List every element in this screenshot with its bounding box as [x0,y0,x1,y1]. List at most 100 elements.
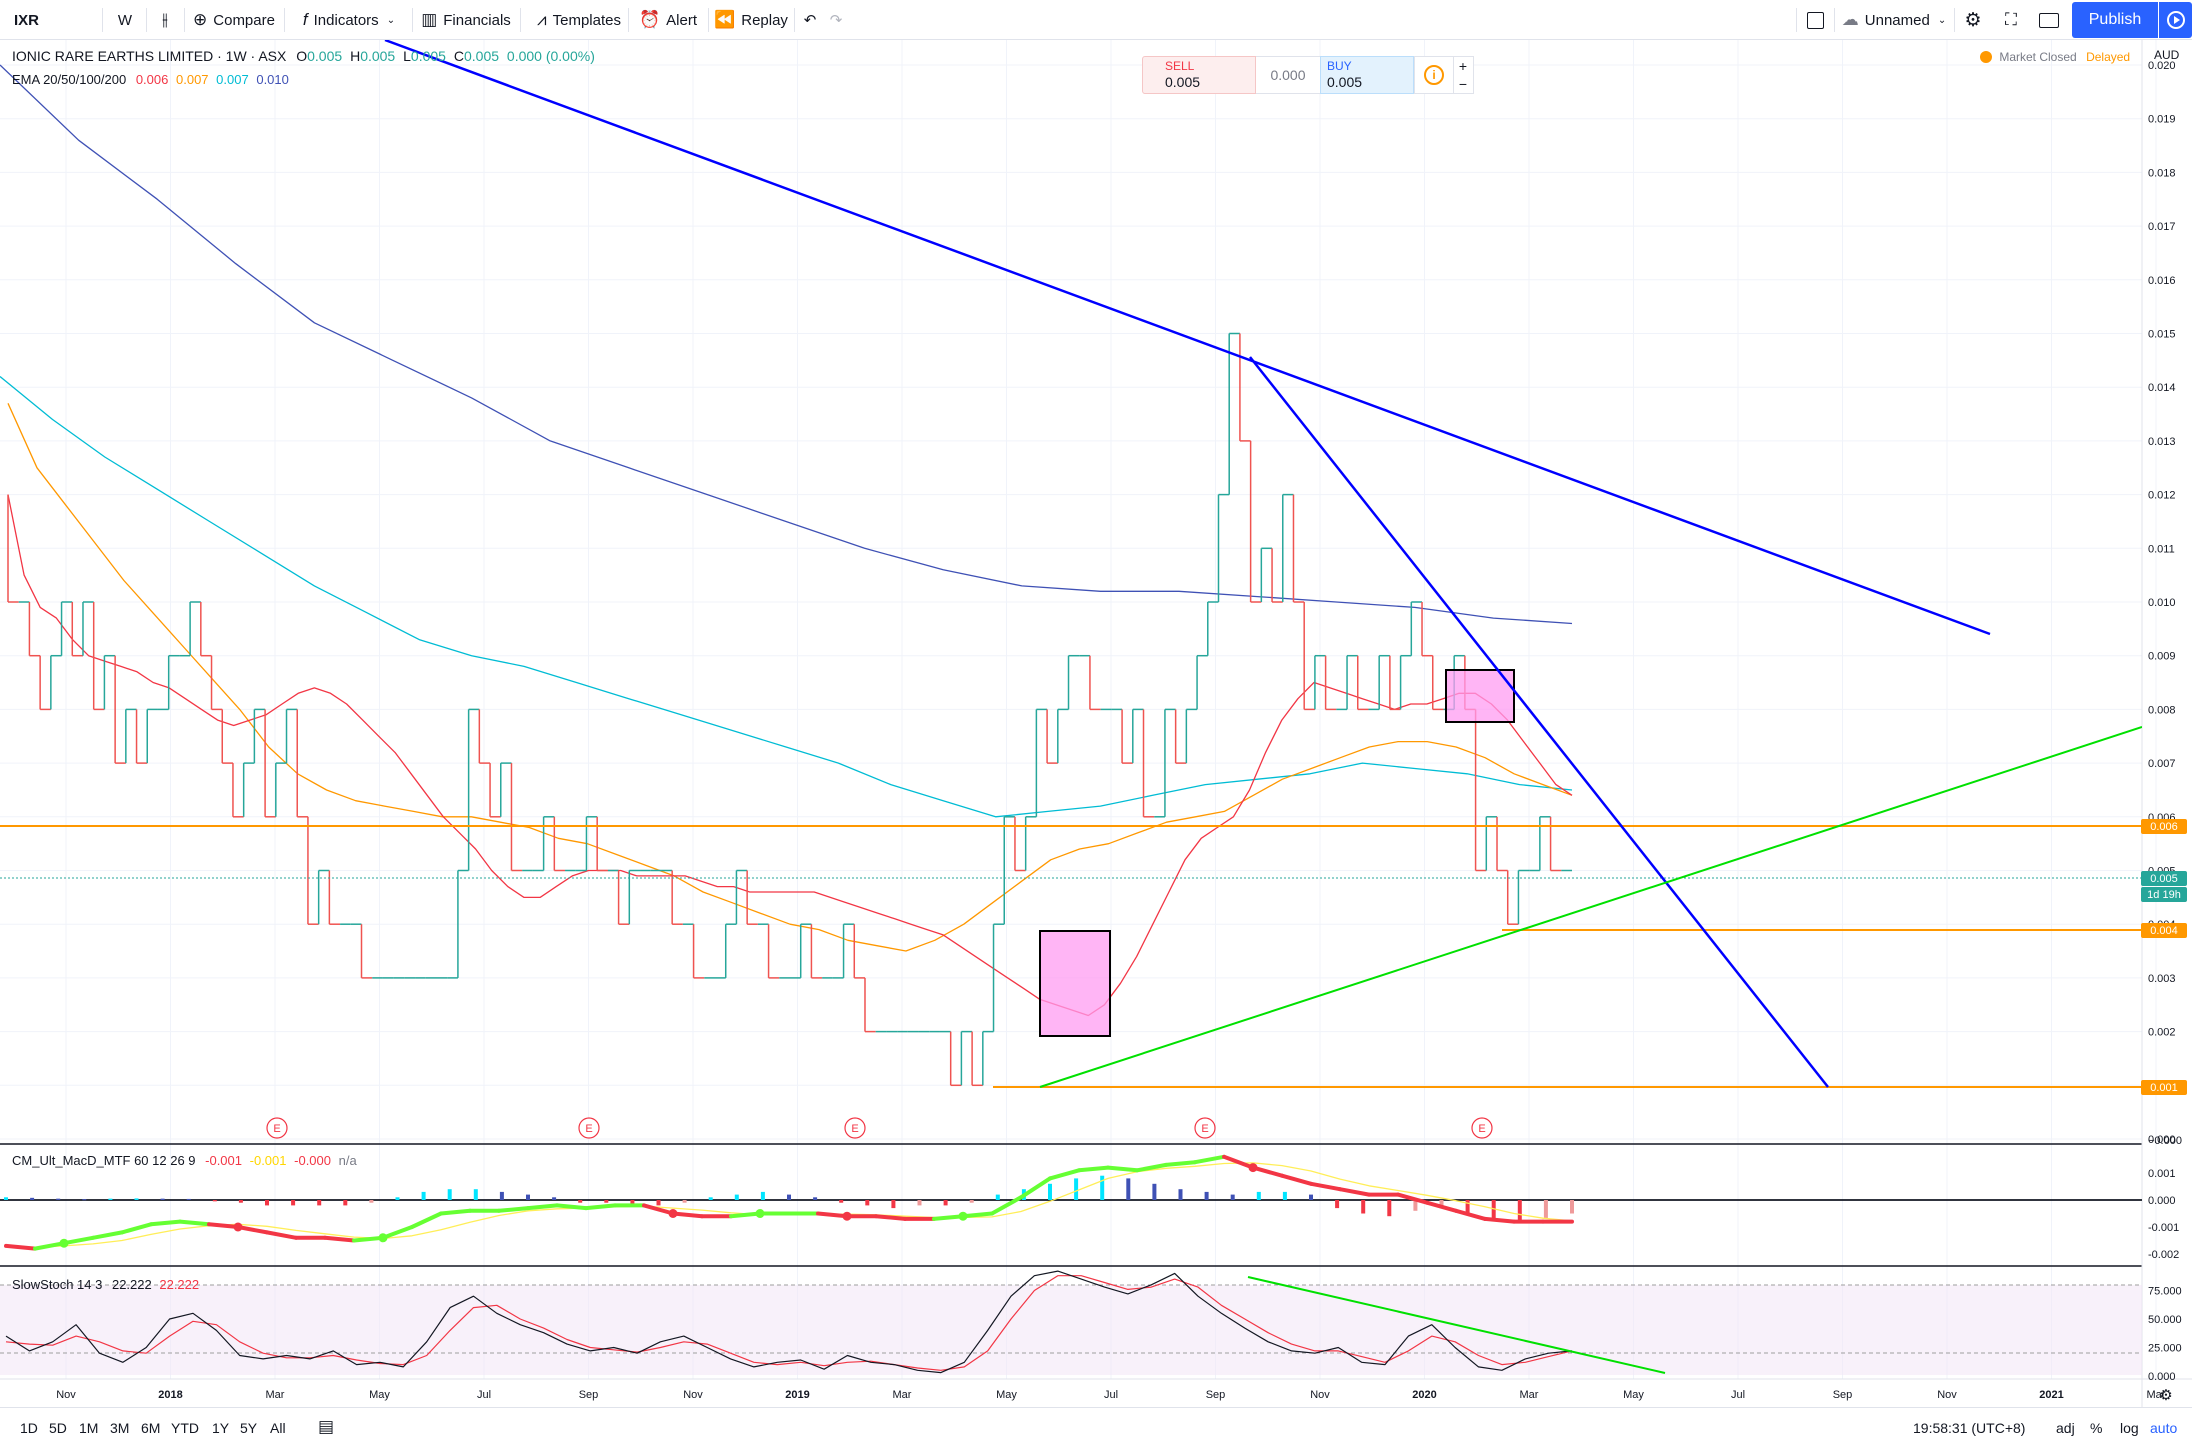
fx-icon: f [302,10,308,29]
ema-50-line[interactable] [7,403,1573,952]
price-badge-0006: 0.006 [2141,819,2187,834]
macd-hist-bar [395,1197,400,1200]
legend-macd[interactable]: CM_Ult_MacD_MTF 60 12 26 9 -0.001 -0.001… [12,1153,357,1168]
quantity-stepper[interactable]: + − [1454,56,1474,94]
ema-100-line[interactable] [0,375,1573,818]
range-5y[interactable]: 5Y [240,1420,258,1436]
macd-hist-bar [1465,1200,1470,1214]
chart-canvas[interactable]: E E E E E 0.020 0.019 0.018 0.017 0.016 0.015 0.01… [0,40,2192,1407]
price-tick-label: 0.008 [2148,704,2176,716]
alert-button[interactable]: ⏰ Alert [632,4,704,36]
log-toggle[interactable]: log [2120,1420,2139,1436]
macd-hist-bar [552,1197,557,1200]
open-value: 0.005 [307,48,343,64]
market-status[interactable]: Market Closed Delayed [1980,50,2130,64]
redo-button[interactable]: ↷ [824,4,848,36]
time-tick-label: May [996,1389,1017,1401]
calendar-icon[interactable]: ▤ [318,1417,335,1436]
adj-toggle[interactable]: adj [2056,1420,2075,1436]
spread-value: 0.000 [1256,56,1320,94]
publish-video-button[interactable] [2159,2,2192,38]
price-badge-0004: 0.004 [2141,923,2187,938]
macd-hist-bar [108,1198,113,1200]
close-label: C [453,48,464,64]
alert-label: Alert [666,11,697,29]
plus-button[interactable]: + [1458,58,1468,74]
publish-label: Publish [2088,11,2142,28]
trade-info-button[interactable]: i [1414,56,1454,94]
price-tick-label: 0.013 [2148,436,2176,448]
buy-button[interactable]: BUY 0.005 [1320,56,1414,94]
ema-200-line[interactable] [0,64,1573,625]
macd-hist-bar [317,1200,322,1206]
undo-button[interactable]: ↶ [798,4,822,36]
publish-button[interactable]: Publish [2072,2,2158,38]
minus-button[interactable]: − [1458,76,1468,92]
macd-pane[interactable] [0,1154,2142,1251]
percent-toggle[interactable]: % [2090,1420,2103,1436]
legend-ema[interactable]: EMA 20/50/100/200 0.006 0.007 0.007 0.01… [12,72,289,87]
range-1d[interactable]: 1D [20,1420,38,1436]
macd-hist-bar [186,1198,191,1200]
blue-trendline-steep[interactable] [1249,356,1829,1088]
indicators-button[interactable]: f Indicators ⌄ [290,4,408,36]
macd-line-segment [1454,1208,1487,1221]
redo-icon: ↷ [829,12,843,29]
financials-button[interactable]: ▥ Financials [416,4,516,36]
select-layout-button[interactable] [1800,4,1830,36]
macd-line-segment [874,1214,907,1221]
compare-button[interactable]: ⊕ Compare [188,4,280,36]
toolbar-divider [146,8,147,32]
currency-label[interactable]: AUD [2154,48,2180,62]
range-1m[interactable]: 1M [79,1420,99,1436]
layout-name-button[interactable]: ☁ Unnamed ⌄ [1838,4,1950,36]
blue-trendline-long[interactable] [384,40,1991,636]
green-trendline-support[interactable] [1039,726,2142,1088]
buy-label: BUY [1327,59,1352,73]
time-axis[interactable]: Nov 2018 Mar May Jul Sep Nov 2019 Mar May Jul Sep No… [56,1386,2192,1404]
snapshot-button[interactable] [2034,4,2064,36]
macd-hist-bar [82,1199,87,1201]
chevron-down-icon: ⌄ [386,14,396,26]
settings-button[interactable]: ⚙ [1958,4,1988,36]
macd-label: CM_Ult_MacD_MTF 60 12 26 9 [12,1153,196,1168]
range-ytd[interactable]: YTD [171,1420,199,1436]
macd-tick-label: 0.001 [2148,1168,2176,1180]
symbol-search-button[interactable]: IXR [8,4,88,36]
sell-button[interactable]: SELL 0.005 [1142,56,1256,94]
time-tick-label: Nov [1937,1389,1957,1401]
toolbar-divider [628,8,629,32]
replay-button[interactable]: ⏪ Replay [712,4,790,36]
price-axis[interactable]: 0.020 0.019 0.018 0.017 0.016 0.015 0.014 0.013… [2148,60,2182,1383]
templates-button[interactable]: ⩘ Templates [524,4,634,36]
range-all[interactable]: All [270,1420,286,1436]
price-series[interactable] [7,332,1572,1087]
stoch-green-trendline[interactable] [1247,1276,1666,1374]
auto-toggle[interactable]: auto [2150,1420,2178,1436]
macd-hist-bar [969,1200,974,1203]
ema50-value: 0.007 [176,72,209,87]
highlight-box-2[interactable] [1445,669,1515,723]
range-5d[interactable]: 5D [49,1420,67,1436]
top-toolbar: IXR W ⫲ ⊕ Compare f Indicators ⌄ ▥ Financial… [0,0,2192,40]
fullscreen-button[interactable]: ⛶ [1996,4,2026,36]
high-label: H [350,48,361,64]
range-1y[interactable]: 1Y [212,1420,230,1436]
range-3m[interactable]: 3M [110,1420,130,1436]
legend-low: L0.005 [403,48,446,64]
stoch-pane[interactable] [5,1270,1573,1374]
macd-line-segment [439,1208,472,1216]
legend-stoch[interactable]: SlowStoch 14 3 22.222 22.222 [12,1277,199,1292]
ema-20-line[interactable] [7,494,1573,1017]
macd-hist-bar [1335,1200,1340,1209]
interval-button[interactable]: W [110,4,140,36]
clock-label[interactable]: 19:58:31 (UTC+8) [1913,1420,2026,1436]
range-6m[interactable]: 6M [141,1420,161,1436]
chart-style-button[interactable]: ⫲ [150,4,180,36]
countdown-badge: 1d 19h [2141,887,2187,902]
highlight-box-1[interactable] [1039,930,1111,1037]
chevron-down-icon: ⌄ [1937,14,1947,26]
macd-line-segment [410,1211,443,1229]
ema20-value: 0.006 [135,72,169,87]
macd-hist-bar [578,1200,583,1203]
